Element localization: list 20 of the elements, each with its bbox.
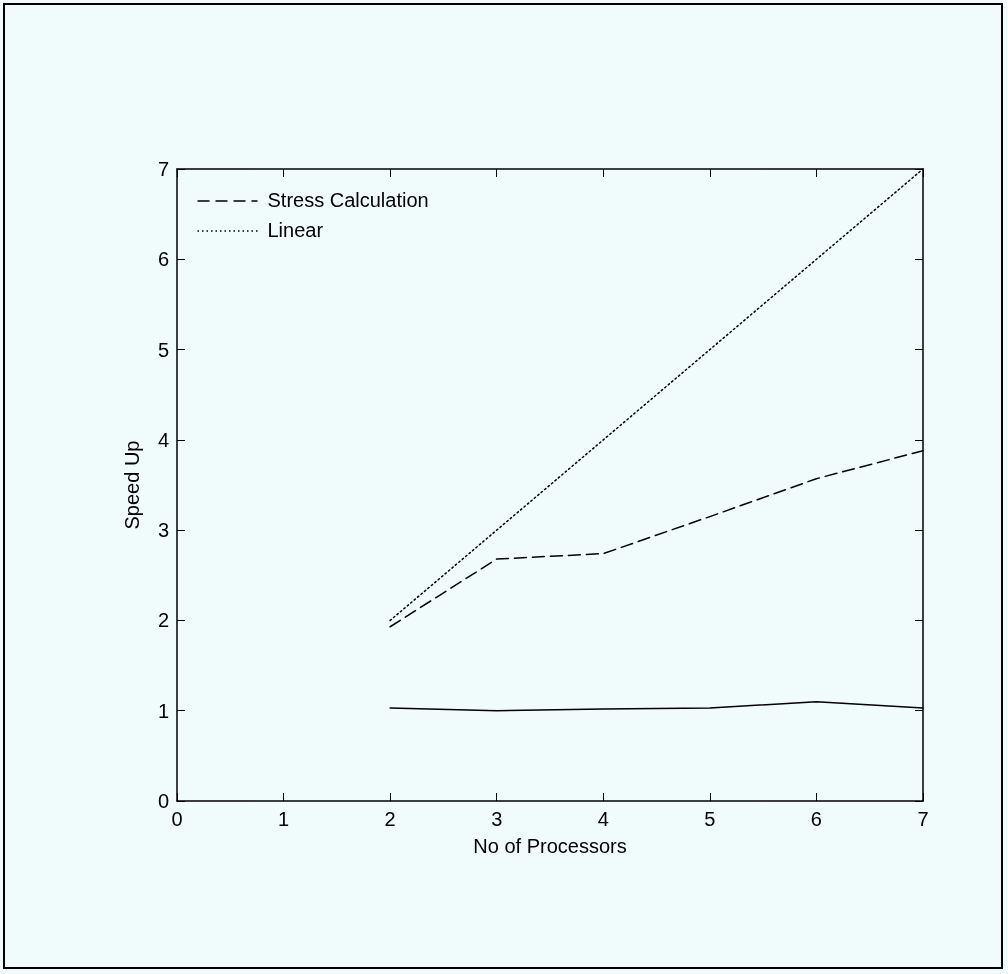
legend-label: Stress Calculation bbox=[267, 189, 429, 211]
x-tick-label: 4 bbox=[597, 808, 609, 830]
x-tick-label: 1 bbox=[278, 808, 290, 830]
x-axis-title: No of Processors bbox=[473, 835, 627, 857]
y-tick-label: 0 bbox=[157, 790, 169, 812]
y-tick-label: 5 bbox=[157, 338, 169, 361]
x-tick-label: 3 bbox=[491, 808, 503, 830]
y-tick-label: 6 bbox=[157, 248, 169, 271]
y-tick-label: 7 bbox=[157, 158, 169, 180]
x-tick-label: 5 bbox=[704, 808, 716, 830]
y-axis-title: Speed Up bbox=[121, 440, 143, 530]
y-tick-label: 3 bbox=[157, 519, 169, 542]
x-tick-label: 6 bbox=[810, 808, 822, 830]
x-tick-label: 2 bbox=[384, 808, 396, 830]
y-tick-label: 2 bbox=[157, 609, 169, 632]
y-tick-label: 1 bbox=[157, 699, 169, 722]
x-tick-label: 0 bbox=[171, 808, 183, 830]
legend-label: Linear bbox=[267, 219, 324, 241]
x-tick-label: 7 bbox=[917, 808, 929, 830]
y-tick-label: 4 bbox=[157, 428, 169, 451]
